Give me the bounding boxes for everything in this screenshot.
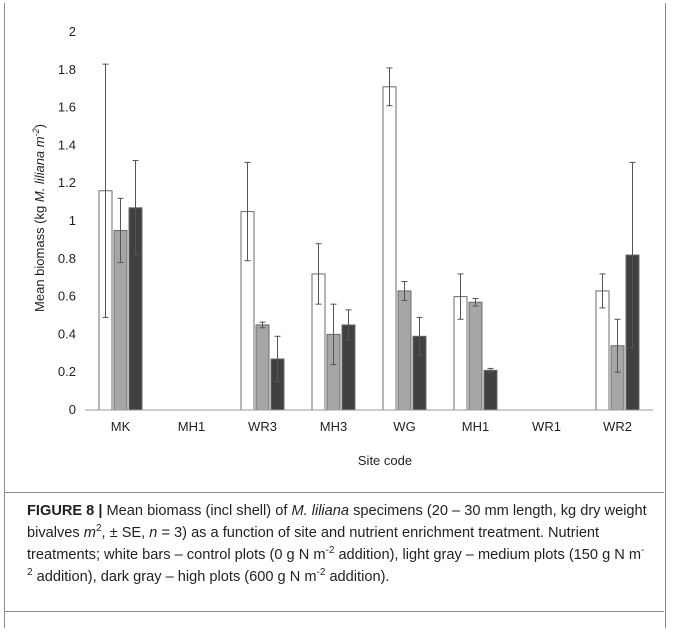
x-tick-label: MH1 [178, 419, 205, 434]
y-axis-ticks: 0 0.2 0.4 0.6 0.8 1 1.2 1.4 1.6 1.8 2 [58, 24, 76, 417]
caption-m-sup: 2 [95, 523, 102, 535]
bar [595, 290, 610, 411]
caption-text: = 3) as a function of site and nutrient … [27, 525, 600, 563]
x-tick-label: WR2 [603, 419, 632, 434]
y-tick-label: 1.4 [58, 137, 76, 152]
y-tick-label: 0.2 [58, 364, 76, 379]
caption-text: specimens (20 – 30 mm length, kg dry wei… [27, 503, 647, 541]
caption-sup: -2 [316, 567, 326, 579]
x-axis-ticks: MK MH1 WR3 MH3 WG MH1 WR1 WR2 [111, 419, 632, 434]
caption-m: m [83, 525, 96, 541]
y-tick-label: 1.6 [58, 100, 76, 115]
y-axis-label-suffix: ) [32, 124, 47, 128]
x-tick-label: MK [111, 419, 131, 434]
bars [98, 63, 640, 411]
y-tick-label: 1.2 [58, 175, 76, 190]
caption-species: M. liliana [291, 503, 350, 519]
caption-text: addition), light gray – medium plots (15… [334, 547, 642, 563]
y-tick-label: 0.6 [58, 289, 76, 304]
x-tick-label: MH3 [320, 419, 347, 434]
figure-caption: FIGURE 8 | Mean biomass (incl shell) of … [27, 500, 647, 588]
y-axis-label-prefix: Mean biomass (kg [32, 202, 47, 312]
bar-chart: 0 0.2 0.4 0.6 0.8 1 1.2 1.4 1.6 1.8 2 MK MH1 WR3 MH3 W… [31, 24, 653, 468]
x-tick-label: MH1 [462, 419, 489, 434]
y-axis-label-unit-sup: -2 [31, 128, 41, 136]
y-axis-label-species: M. liliana [32, 151, 47, 202]
caption-text: addition), dark gray – high plots (600 g… [32, 569, 317, 585]
y-tick-label: 1 [69, 213, 76, 228]
bar [468, 301, 483, 411]
y-tick-label: 0 [69, 402, 76, 417]
y-axis-label-unit: m [32, 136, 47, 151]
caption-sup: -2 [27, 545, 645, 579]
bar [255, 324, 270, 411]
bar [382, 86, 397, 411]
caption-text: addition). [325, 569, 390, 585]
caption-box [5, 492, 664, 612]
figure-frame [4, 3, 666, 628]
y-tick-label: 2 [69, 24, 76, 39]
caption-sup: -2 [325, 545, 335, 557]
x-tick-label: WG [393, 419, 415, 434]
caption-text: Mean biomass (incl shell) of [102, 503, 292, 519]
y-tick-label: 0.4 [58, 326, 76, 341]
y-axis-label: Mean biomass (kg M. liliana m-2) [31, 124, 47, 312]
y-tick-label: 1.8 [58, 62, 76, 77]
bar [397, 290, 412, 411]
bar [483, 369, 498, 411]
caption-text: , ± SE, [101, 525, 150, 541]
x-tick-label: WR3 [248, 419, 277, 434]
x-tick-label: WR1 [532, 419, 561, 434]
x-axis-label: Site code [358, 453, 412, 468]
caption-n: n [149, 525, 158, 541]
figure-label: FIGURE 8 | [27, 503, 103, 519]
y-tick-label: 0.8 [58, 251, 76, 266]
